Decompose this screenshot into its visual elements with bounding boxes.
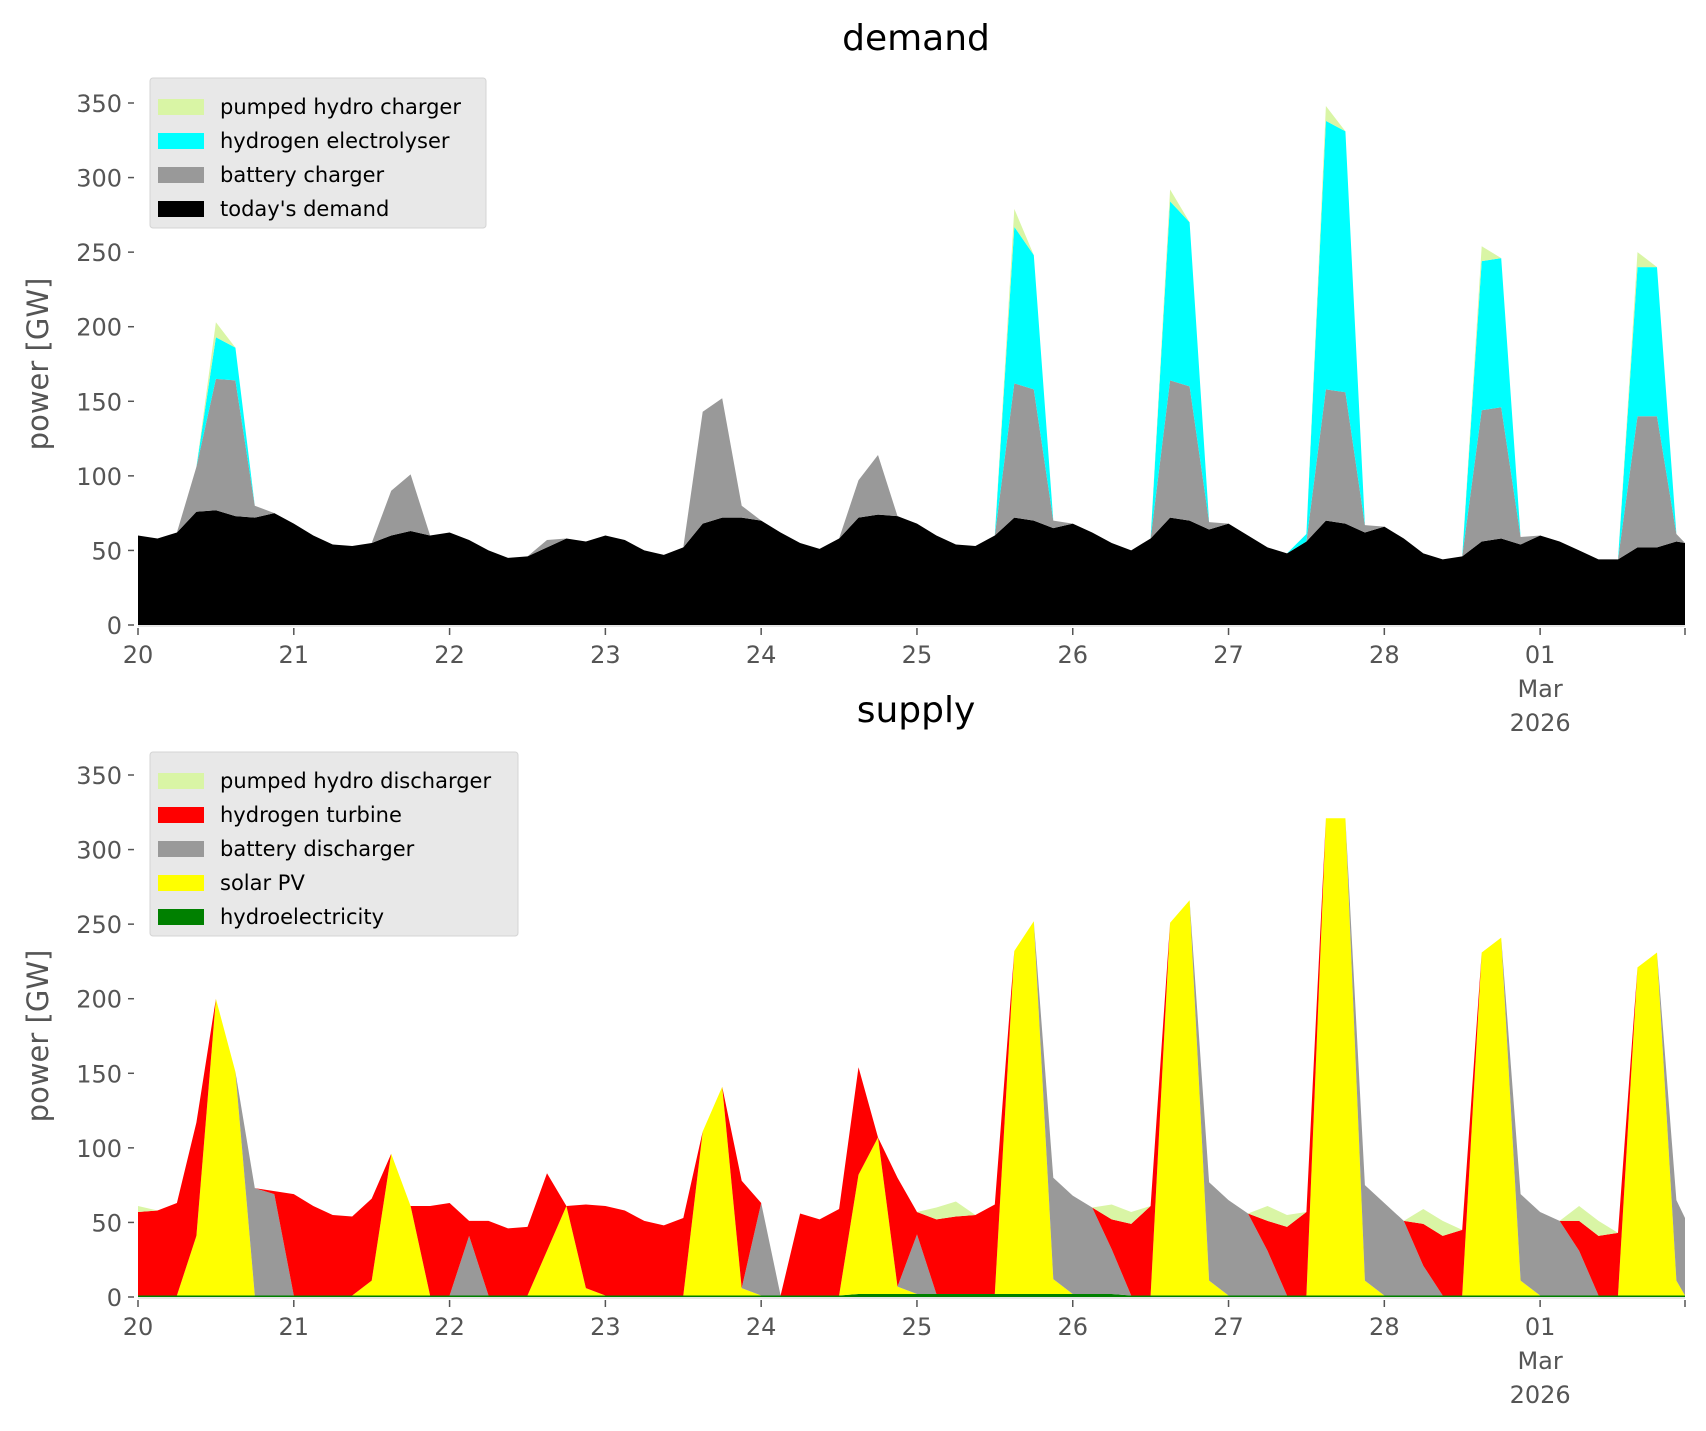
y-tick-label: 300: [76, 165, 122, 193]
area-hydroelectricity: [138, 1294, 1685, 1297]
y-tick-label: 350: [76, 762, 122, 790]
legend-label: solar PV: [220, 871, 305, 895]
y-tick-label: 100: [76, 1135, 122, 1163]
legend-swatch: [158, 773, 204, 789]
y-tick-label: 50: [91, 537, 122, 565]
x-tick-label: 01: [1525, 641, 1556, 669]
legend-swatch: [158, 99, 204, 115]
x-tick-label: 21: [279, 641, 310, 669]
x-tick-label: 20: [123, 1313, 154, 1341]
stacked-areas: [138, 818, 1685, 1299]
y-tick-label: 0: [107, 1284, 122, 1312]
y-tick-label: 250: [76, 239, 122, 267]
chart-title: demand: [842, 18, 990, 59]
x-tick-label: 22: [434, 641, 465, 669]
legend-swatch: [158, 167, 204, 183]
x-tick-label: 20: [123, 641, 154, 669]
y-tick-label: 200: [76, 986, 122, 1014]
legend-label: hydroelectricity: [220, 905, 384, 929]
area-today-s-demand: [138, 510, 1685, 625]
y-tick-label: 100: [76, 463, 122, 491]
x-tick-label: 27: [1213, 641, 1244, 669]
x-tick-label: Mar: [1517, 675, 1562, 703]
area-hydrogen-turbine: [138, 818, 1685, 1296]
x-tick-label: 25: [902, 641, 933, 669]
x-tick-label: 26: [1057, 641, 1088, 669]
legend-label: battery charger: [220, 163, 385, 187]
x-tick-label: 01: [1525, 1313, 1556, 1341]
y-tick-label: 200: [76, 314, 122, 342]
x-axis: 20 21 22 23 24 25 26 27 28 01 Mar 2026: [123, 1300, 1686, 1409]
legend-label: pumped hydro discharger: [220, 769, 491, 793]
stacked-areas: [138, 106, 1685, 627]
x-tick-label: 26: [1057, 1313, 1088, 1341]
x-tick-label: 24: [746, 641, 777, 669]
x-tick-label: 23: [590, 641, 621, 669]
legend-label: hydrogen electrolyser: [220, 129, 450, 153]
y-tick-label: 250: [76, 911, 122, 939]
legend-swatch: [158, 807, 204, 823]
legend-label: pumped hydro charger: [220, 95, 461, 119]
x-tick-label: 21: [279, 1313, 310, 1341]
legend-label: hydrogen turbine: [220, 803, 402, 827]
y-axis: 0 50 100 150 200 250 300 350: [76, 762, 134, 1312]
legend-frame: [149, 751, 519, 937]
x-tick-label: 28: [1369, 1313, 1400, 1341]
x-tick-label: 22: [434, 1313, 465, 1341]
y-axis-label: power [GW]: [21, 278, 55, 451]
y-tick-label: 50: [91, 1209, 122, 1237]
x-tick-label: 25: [902, 1313, 933, 1341]
legend: pumped hydro charger hydrogen electrolyse…: [149, 77, 487, 229]
legend-swatch: [158, 875, 204, 891]
legend-swatch: [158, 909, 204, 925]
legend-swatch: [158, 201, 204, 217]
x-tick-label: Mar: [1517, 1347, 1562, 1375]
x-axis: 20 21 22 23 24 25 26 27 28 01 Mar 2026: [123, 628, 1686, 737]
x-tick-label: 24: [746, 1313, 777, 1341]
legend: pumped hydro discharger hydrogen turbine b…: [149, 751, 519, 937]
x-tick-label: 2026: [1510, 1381, 1571, 1409]
x-tick-label: 23: [590, 1313, 621, 1341]
y-axis-label: power [GW]: [21, 950, 55, 1123]
y-tick-label: 300: [76, 837, 122, 865]
legend-label: today's demand: [220, 197, 389, 221]
y-tick-label: 150: [76, 388, 122, 416]
legend-frame: [149, 77, 487, 229]
y-tick-label: 150: [76, 1060, 122, 1088]
x-tick-label: 27: [1213, 1313, 1244, 1341]
x-tick-label: 2026: [1510, 709, 1571, 737]
chart-title: supply: [857, 690, 976, 731]
y-tick-label: 0: [107, 612, 122, 640]
y-axis: 0 50 100 150 200 250 300 350: [76, 90, 134, 640]
legend-swatch: [158, 133, 204, 149]
area-battery-discharger: [138, 818, 1685, 1296]
legend-label: battery discharger: [220, 837, 415, 861]
x-tick-label: 28: [1369, 641, 1400, 669]
legend-swatch: [158, 841, 204, 857]
y-tick-label: 350: [76, 90, 122, 118]
